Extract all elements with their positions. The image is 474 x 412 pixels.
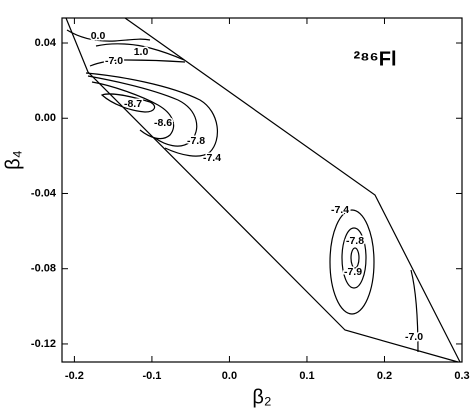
plot-frame [61, 17, 463, 363]
contour-label: 0.0 [91, 30, 106, 42]
contour-label: -7.0 [405, 331, 423, 343]
contour-label: -7.4 [331, 204, 349, 216]
x-tick-label: -0.1 [142, 370, 161, 382]
contour-label: -7.4 [203, 152, 221, 164]
contour [350, 247, 360, 269]
contour [87, 75, 198, 147]
contour [66, 29, 151, 42]
contour-label: -8.7 [124, 98, 142, 110]
contour [410, 269, 419, 353]
y-tick-label: 0.00 [35, 112, 56, 124]
region-boundary [65, 17, 461, 363]
contour [329, 209, 375, 315]
x-tick-label: -0.2 [65, 370, 84, 382]
x-tick-label: 0.2 [377, 370, 392, 382]
contour-label: -7.0 [105, 55, 123, 67]
y-tick-label: -0.04 [31, 187, 57, 199]
y-tick-label: -0.08 [31, 263, 56, 275]
contour [91, 81, 175, 140]
contour [95, 43, 185, 61]
y-tick-label: 0.04 [35, 37, 57, 49]
contour [100, 93, 156, 113]
contour [89, 59, 186, 67]
chart-title: ²⁸⁶Fl [353, 48, 396, 70]
x-tick-label: 0.3 [454, 370, 469, 382]
contour-label: 1.0 [134, 46, 149, 58]
y-axis-label: β₄ [2, 150, 24, 170]
x-tick-label: 0.1 [299, 370, 314, 382]
y-tick-label: -0.12 [31, 338, 56, 350]
contour [85, 72, 218, 157]
x-axis-label: β₂ [252, 386, 271, 408]
contour-label: -7.9 [344, 266, 362, 278]
x-tick-label: 0.0 [222, 370, 237, 382]
contour [341, 227, 367, 289]
contour-label: -7.8 [187, 135, 205, 147]
contour-label: -7.8 [346, 235, 364, 247]
contour-label: -8.6 [154, 117, 172, 129]
